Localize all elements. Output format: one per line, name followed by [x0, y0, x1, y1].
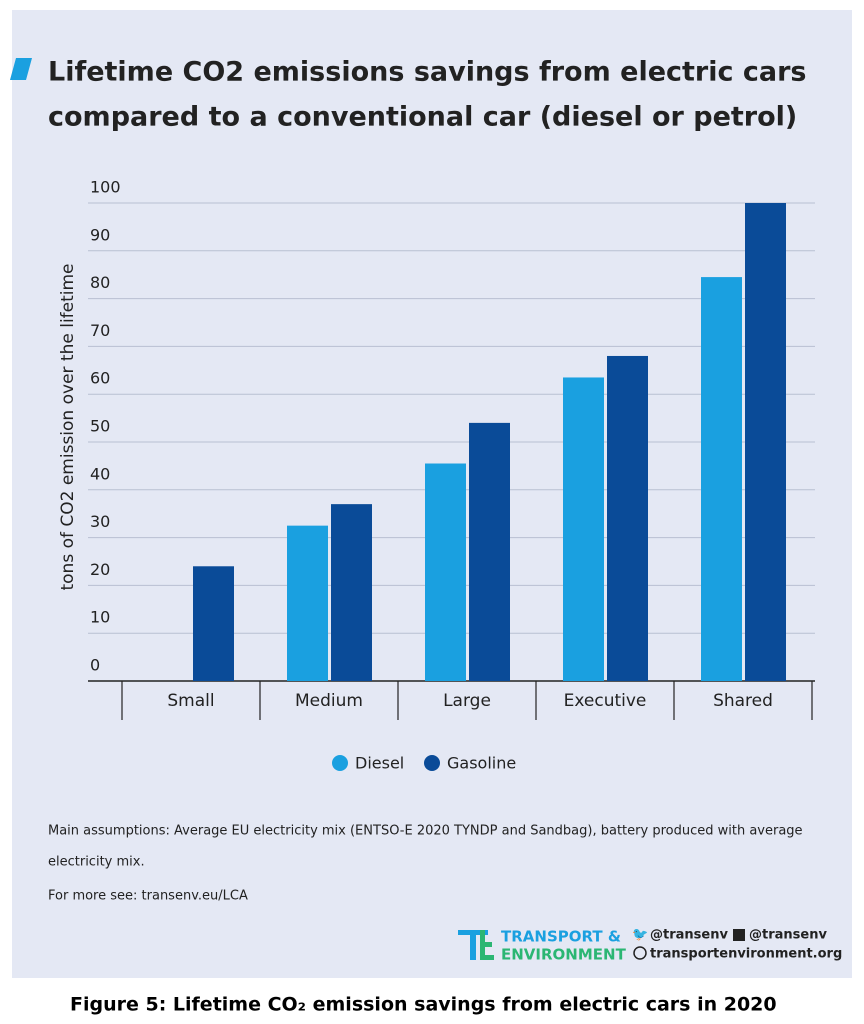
x-tick-label: Large	[443, 691, 491, 711]
logo-mark	[480, 955, 494, 960]
logo-text: ENVIRONMENT	[501, 946, 627, 964]
y-tick-label: 20	[90, 560, 110, 579]
bar	[193, 566, 234, 681]
logo: TRANSPORT & ENVIRONMENT	[458, 928, 627, 964]
legend-swatch	[424, 755, 440, 771]
note: For more see: transenv.eu/LCA	[48, 889, 248, 904]
bar	[331, 504, 372, 681]
web-icon	[633, 946, 647, 960]
legend-swatch	[332, 755, 348, 771]
logo-text: TRANSPORT &	[501, 928, 621, 946]
chart-title: Lifetime CO2 emissions savings from elec…	[48, 57, 807, 88]
bar	[469, 422, 510, 681]
y-tick-label: 90	[90, 225, 110, 244]
bar	[607, 355, 648, 681]
note: Main assumptions: Average EU electricity…	[48, 824, 803, 839]
x-tick-label: Shared	[713, 691, 773, 711]
bar	[563, 377, 604, 681]
x-tick-label: Small	[167, 691, 214, 711]
y-tick-label: 10	[90, 608, 110, 627]
y-tick-label: 40	[90, 464, 110, 483]
y-tick-label: 100	[90, 178, 121, 197]
note: electricity mix.	[48, 855, 145, 870]
y-tick-label: 60	[90, 369, 110, 388]
y-tick-label: 80	[90, 273, 110, 292]
logo-mark	[470, 930, 476, 960]
twitter-handle: @transenv	[650, 928, 728, 943]
x-tick-label: Medium	[295, 691, 363, 711]
y-tick-label: 0	[90, 656, 100, 675]
twitter-icon: 🐦	[632, 928, 648, 943]
bar	[701, 277, 742, 681]
legend-label: Gasoline	[447, 754, 516, 773]
y-tick-label: 70	[90, 321, 110, 340]
bar	[287, 525, 328, 681]
facebook-icon	[733, 929, 745, 941]
facebook-handle: @transenv	[749, 928, 827, 943]
chart-title: compared to a conventional car (diesel o…	[48, 102, 797, 133]
x-tick-label: Executive	[564, 691, 647, 711]
website: transportenvironment.org	[650, 947, 842, 962]
y-tick-label: 30	[90, 512, 110, 531]
bar	[425, 463, 466, 681]
bar	[745, 203, 786, 681]
legend-label: Diesel	[355, 754, 404, 773]
title-icon	[10, 58, 32, 80]
y-tick-label: 50	[90, 417, 110, 436]
logo-mark	[480, 942, 492, 947]
y-axis-label: tons of CO2 emission over the lifetime	[58, 263, 78, 590]
caption: Figure 5: Lifetime CO₂ emission savings …	[70, 994, 777, 1016]
